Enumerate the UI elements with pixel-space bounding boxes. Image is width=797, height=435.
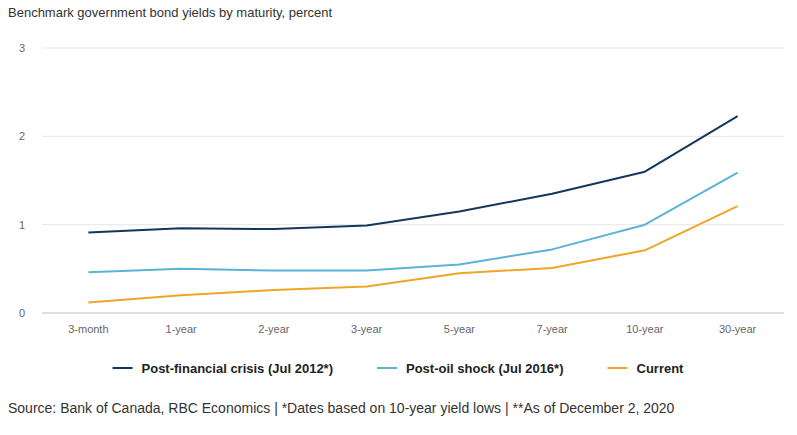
legend-swatch (608, 367, 628, 369)
legend-label: Current (637, 361, 685, 376)
chart: Benchmark government bond yields by matu… (0, 0, 797, 435)
x-tick-label: 3-year (351, 323, 383, 335)
title: Benchmark government bond yields by matu… (8, 5, 333, 20)
grid-line (42, 313, 784, 314)
legend: Post-financial crisis (Jul 2012*) Post-oi… (113, 361, 685, 376)
plot-area (88, 116, 737, 302)
x-tick-label: 7-year (537, 323, 569, 335)
legend-label: Post-financial crisis (Jul 2012*) (142, 361, 333, 376)
series-line (88, 206, 737, 302)
y-tick-label: 0 (19, 307, 25, 319)
y-tick-label: 2 (19, 130, 25, 142)
grid-line (42, 224, 784, 225)
series-line (88, 116, 737, 233)
x-tick-label: 1-year (166, 323, 198, 335)
grid-line (42, 136, 784, 137)
x-tick-label: 30-year (719, 323, 757, 335)
legend-swatch (377, 367, 397, 369)
legend-swatch (113, 367, 133, 369)
source: Source: Bank of Canada, RBC Economics | … (8, 400, 675, 416)
legend-label: Post-oil shock (Jul 2016*) (406, 361, 564, 376)
x-tick-label: 5-year (444, 323, 476, 335)
series-line (88, 173, 737, 273)
x-tick-label: 2-year (258, 323, 290, 335)
grid-line (42, 48, 784, 49)
x-tick-label: 10-year (626, 323, 664, 335)
y-tick-label: 3 (19, 42, 25, 54)
x-tick-label: 3-month (68, 323, 108, 335)
y-tick-label: 1 (19, 219, 25, 231)
